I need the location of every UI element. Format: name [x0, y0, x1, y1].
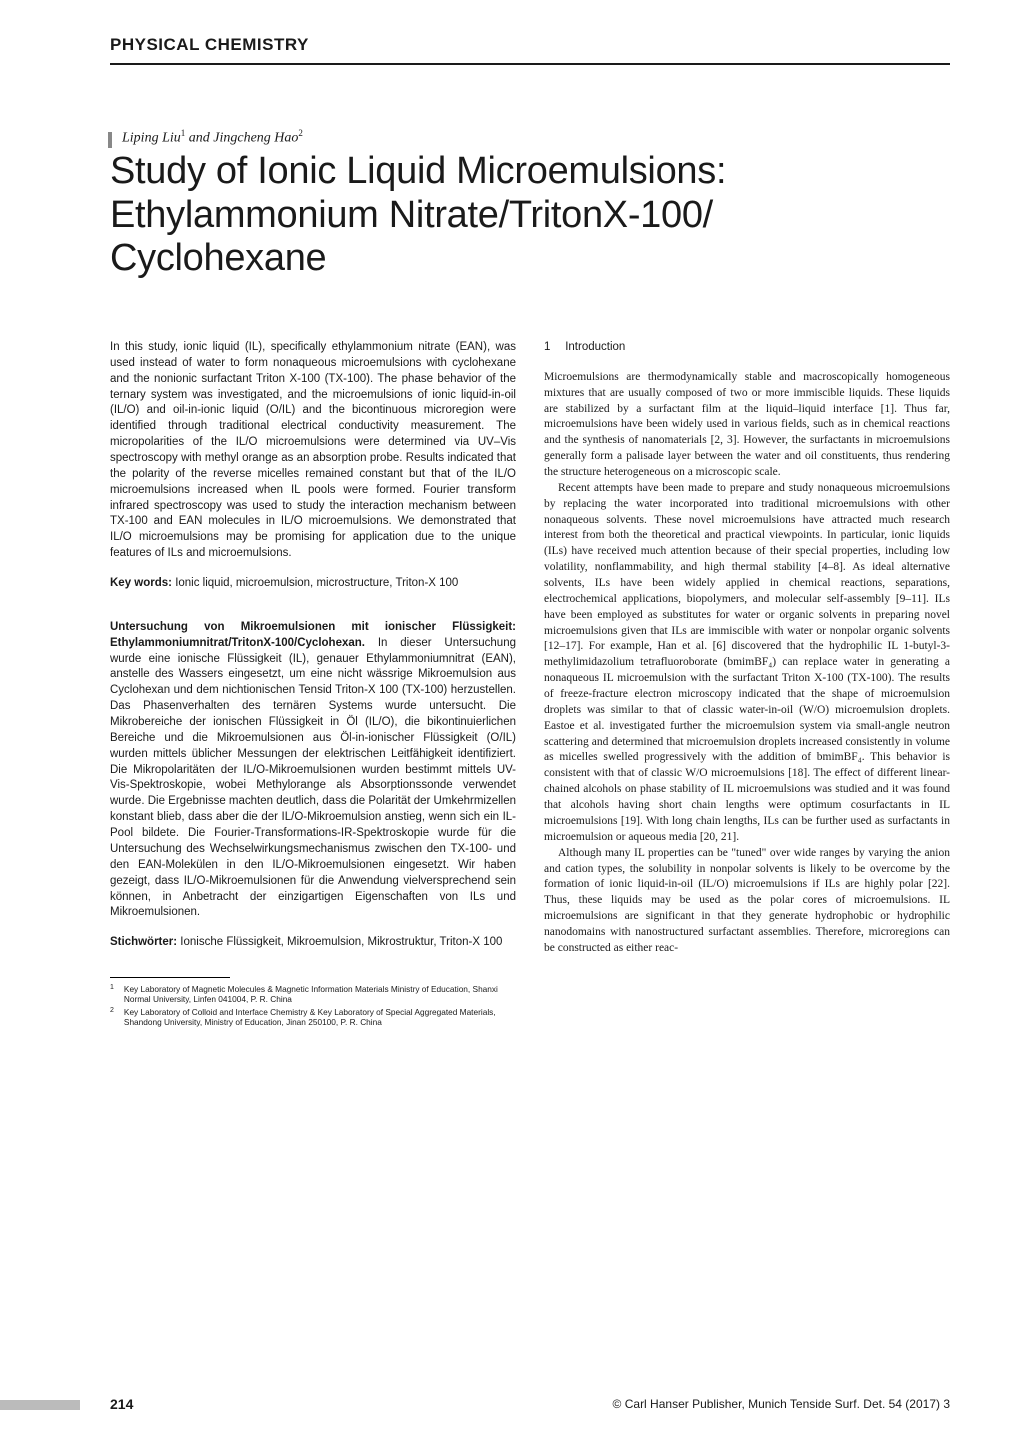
affiliation-2: 2 [298, 128, 303, 138]
keywords-german: Stichwörter: Ionische Flüssigkeit, Mikro… [110, 935, 516, 951]
author-bar-icon [108, 132, 112, 148]
footnotes: 1 Key Laboratory of Magnetic Molecules &… [110, 984, 516, 1027]
footnote-2-text: Key Laboratory of Colloid and Interface … [124, 1007, 516, 1028]
abstract-german-body: In dieser Untersuchung wurde eine ionisc… [110, 637, 516, 919]
article-title: Study of Ionic Liquid Microemulsions: Et… [110, 150, 726, 281]
section-header: PHYSICAL CHEMISTRY [110, 35, 950, 65]
content-columns: In this study, ionic liquid (IL), specif… [110, 340, 950, 1030]
abstract-german: Untersuchung von Mikroemulsionen mit ion… [110, 620, 516, 921]
footer-publisher: © Carl Hanser Publisher, Munich Tenside … [613, 1397, 950, 1411]
author-1: Liping Liu [122, 131, 181, 146]
keywords-de-label: Stichwörter: [110, 936, 177, 948]
abstract-english: In this study, ionic liquid (IL), specif… [110, 340, 516, 562]
intro-paragraph-3: Although many IL properties can be "tune… [544, 846, 950, 957]
intro-heading-text: Introduction [565, 341, 625, 353]
author-separator: and [185, 131, 213, 146]
footnote-1-text: Key Laboratory of Magnetic Molecules & M… [124, 984, 516, 1005]
title-line-1: Study of Ionic Liquid Microemulsions: [110, 150, 726, 192]
keywords-english: Key words: Ionic liquid, microemulsion, … [110, 576, 516, 592]
footnote-2-num: 2 [110, 1007, 114, 1028]
footnote-1: 1 Key Laboratory of Magnetic Molecules &… [110, 984, 516, 1005]
intro-num: 1 [544, 340, 562, 356]
page-number: 214 [110, 1396, 133, 1412]
keywords-label: Key words: [110, 577, 172, 589]
left-column: In this study, ionic liquid (IL), specif… [110, 340, 516, 1030]
author-2: Jingcheng Hao [213, 131, 298, 146]
title-line-2: Ethylammonium Nitrate/TritonX-100/ [110, 194, 713, 236]
authors: Liping Liu1 and Jingcheng Hao2 [122, 128, 303, 147]
title-line-3: Cyclohexane [110, 237, 326, 279]
intro-paragraph-2: Recent attempts have been made to prepar… [544, 481, 950, 846]
intro-paragraph-1: Microemulsions are thermodynamically sta… [544, 370, 950, 481]
keywords-de-text: Ionische Flüssigkeit, Mikroemulsion, Mik… [177, 936, 502, 948]
footnote-divider [110, 977, 230, 978]
keywords-text: Ionic liquid, microemulsion, microstruct… [172, 577, 458, 589]
introduction-body: Microemulsions are thermodynamically sta… [544, 370, 950, 957]
page-footer: 214 © Carl Hanser Publisher, Munich Tens… [0, 1396, 1020, 1412]
intro-section-heading: 1 Introduction [544, 340, 950, 356]
footnote-1-num: 1 [110, 984, 114, 1005]
right-column: 1 Introduction Microemulsions are thermo… [544, 340, 950, 1030]
footnote-2: 2 Key Laboratory of Colloid and Interfac… [110, 1007, 516, 1028]
